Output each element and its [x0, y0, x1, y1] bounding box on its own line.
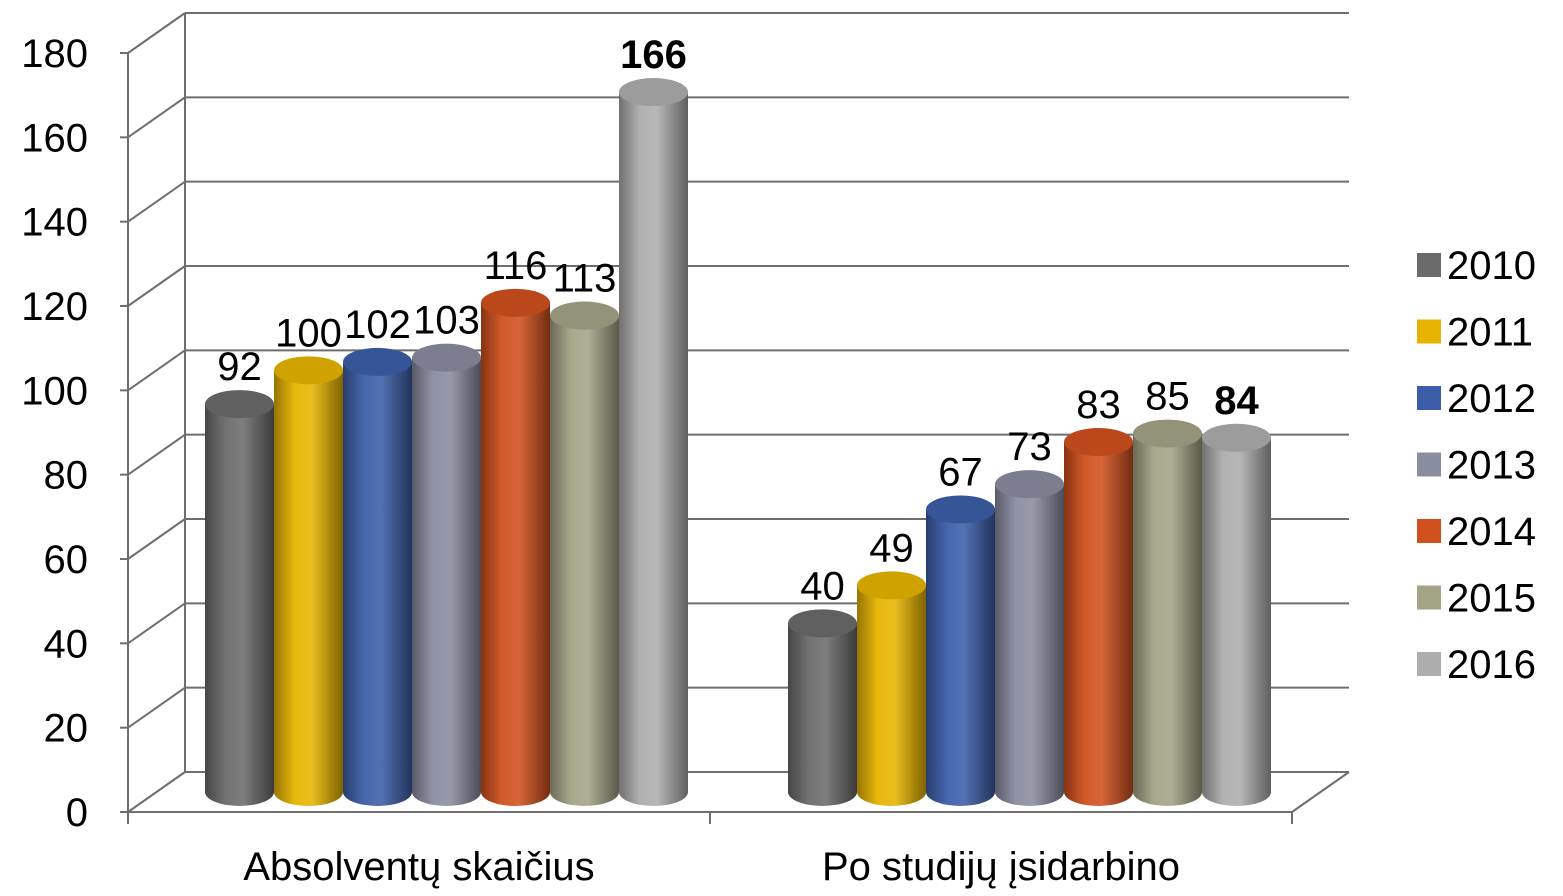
- y-tick-label: 160: [21, 116, 88, 160]
- category-label: Absolventų skaičius: [243, 845, 594, 889]
- gridline-depth: [127, 433, 186, 476]
- bar-top-2010-1: [205, 390, 274, 419]
- legend-swatch-2012: [1417, 386, 1441, 410]
- y-tick-label: 120: [21, 285, 88, 329]
- bar-2013-2: [995, 484, 1064, 806]
- gridline-depth: [127, 96, 186, 139]
- data-label: 102: [344, 303, 411, 347]
- legend-label: 2014: [1447, 510, 1536, 554]
- legend-swatch-2015: [1417, 585, 1441, 610]
- y-tick-label: 20: [44, 707, 89, 751]
- bar-top-2015-2: [1133, 419, 1202, 448]
- bar-top-2014-1: [481, 288, 550, 317]
- y-tick-label: 100: [21, 369, 88, 413]
- y-tick-label: 180: [21, 32, 88, 76]
- data-label: 84: [1214, 379, 1259, 423]
- legend-label: 2011: [1447, 311, 1533, 355]
- gridline-depth: [127, 686, 186, 729]
- gridline-depth: [127, 265, 186, 307]
- data-label: 49: [869, 526, 914, 570]
- bar-2015-2: [1133, 433, 1202, 806]
- y-tick-label: 60: [44, 538, 89, 582]
- bar-top-2014-2: [1064, 428, 1133, 457]
- legend: 2010 2011 2012 2013 2014 2015 2016: [1417, 244, 1536, 687]
- legend-label: 2013: [1447, 444, 1536, 488]
- data-label: 73: [1007, 425, 1052, 469]
- bar-top-2010-2: [788, 609, 857, 638]
- gridline-depth: [127, 602, 186, 645]
- data-label: 166: [620, 33, 687, 77]
- bar-top-2011-1: [274, 356, 343, 385]
- axes: 0 20 40 60 80 100 120 140 160 180 Absolventų skaič…: [21, 13, 1350, 889]
- bar-2014-1: [481, 302, 550, 806]
- data-label: 40: [800, 564, 845, 608]
- legend-label: 2015: [1447, 577, 1536, 621]
- bar-2016-1: [619, 92, 688, 807]
- data-label: 92: [217, 345, 262, 389]
- bar-2015-1: [550, 315, 619, 806]
- legend-swatch-2016: [1417, 652, 1441, 676]
- data-label: 83: [1076, 383, 1121, 427]
- legend-swatch-2013: [1417, 452, 1441, 477]
- bar-2011-1: [274, 370, 343, 806]
- data-label: 116: [484, 244, 548, 288]
- bar-top-2016-2: [1202, 423, 1271, 452]
- category-label: Po studijų įsidarbino: [822, 845, 1180, 889]
- gridline-depth: [127, 771, 186, 813]
- bar-2011-2: [857, 585, 926, 806]
- legend-label: 2016: [1447, 643, 1536, 687]
- data-label: 85: [1145, 375, 1190, 419]
- bar-2012-1: [343, 361, 412, 806]
- bars: [205, 78, 1271, 807]
- bar-2010-1: [205, 404, 274, 806]
- gridline-depth: [127, 12, 186, 54]
- bar-2012-2: [926, 509, 995, 806]
- data-label: 100: [275, 311, 342, 355]
- y-tick-label: 140: [21, 201, 88, 245]
- y-tick-label: 80: [44, 454, 89, 498]
- y-tick-label: 0: [66, 791, 88, 835]
- gridline-depth: [127, 518, 186, 560]
- bar-top-2015-1: [550, 301, 619, 330]
- legend-swatch-2014: [1417, 519, 1441, 543]
- bar-top-2013-1: [412, 343, 481, 372]
- gridline-depth: [127, 180, 186, 223]
- bar-top-2016-1: [619, 78, 688, 107]
- bar-2013-1: [412, 357, 481, 806]
- legend-swatch-2011: [1417, 319, 1441, 344]
- data-label: 67: [938, 450, 983, 494]
- bar-2010-2: [788, 623, 857, 806]
- bar-2016-2: [1202, 437, 1271, 806]
- data-label: 103: [413, 299, 480, 343]
- bar-top-2011-2: [857, 571, 926, 600]
- legend-label: 2012: [1447, 377, 1536, 421]
- gridline-depth: [127, 349, 186, 392]
- data-label: 113: [553, 257, 617, 301]
- legend-swatch-2010: [1417, 253, 1441, 277]
- floor-edge: [1291, 771, 1350, 813]
- bar-top-2012-1: [343, 347, 412, 376]
- legend-label: 2010: [1447, 244, 1536, 288]
- y-tick-label: 40: [44, 622, 89, 666]
- bar-top-2012-2: [926, 495, 995, 524]
- bar-top-2013-2: [995, 470, 1064, 499]
- bar-2014-2: [1064, 442, 1133, 806]
